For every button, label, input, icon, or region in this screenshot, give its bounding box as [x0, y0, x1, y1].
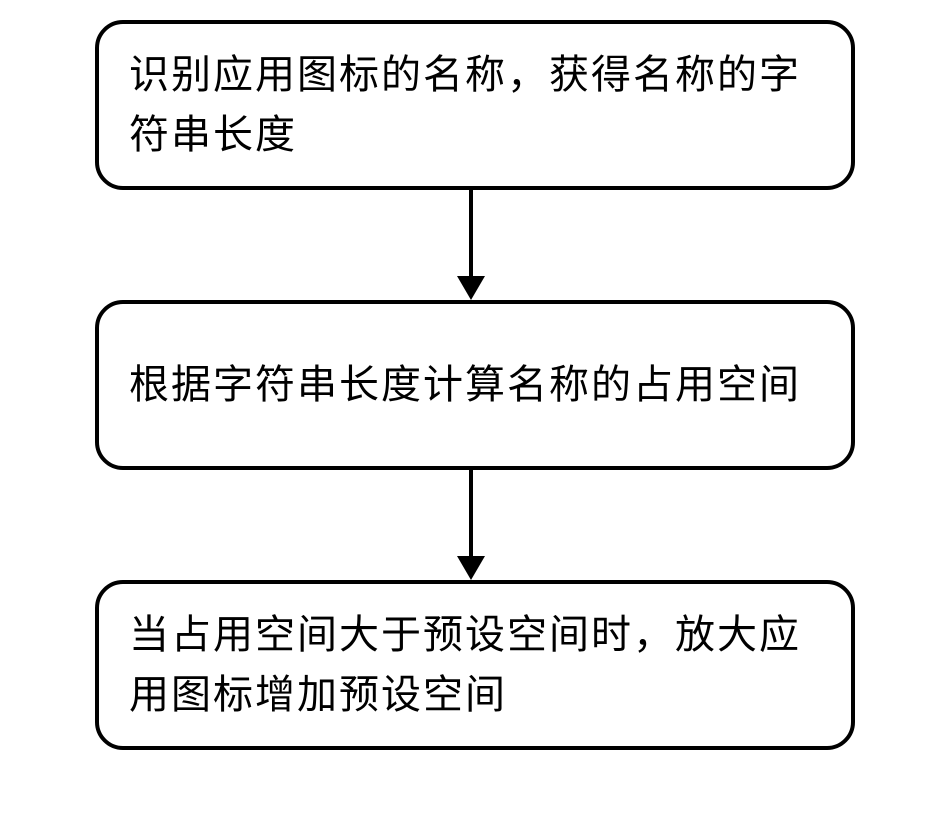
arrow-head-icon — [457, 276, 485, 300]
node-text: 当占用空间大于预设空间时，放大应用图标增加预设空间 — [129, 605, 821, 725]
flowchart-node: 识别应用图标的名称，获得名称的字符串长度 — [95, 20, 855, 190]
node-text: 识别应用图标的名称，获得名称的字符串长度 — [129, 45, 821, 165]
node-text: 根据字符串长度计算名称的占用空间 — [129, 355, 801, 415]
arrow-head-icon — [457, 556, 485, 580]
arrow-line — [469, 470, 473, 556]
flowchart-node: 根据字符串长度计算名称的占用空间 — [95, 300, 855, 470]
flowchart-arrow — [457, 470, 485, 580]
arrow-line — [469, 190, 473, 276]
flowchart-container: 识别应用图标的名称，获得名称的字符串长度 根据字符串长度计算名称的占用空间 当占… — [0, 0, 942, 815]
flowchart-node: 当占用空间大于预设空间时，放大应用图标增加预设空间 — [95, 580, 855, 750]
flowchart-arrow — [457, 190, 485, 300]
